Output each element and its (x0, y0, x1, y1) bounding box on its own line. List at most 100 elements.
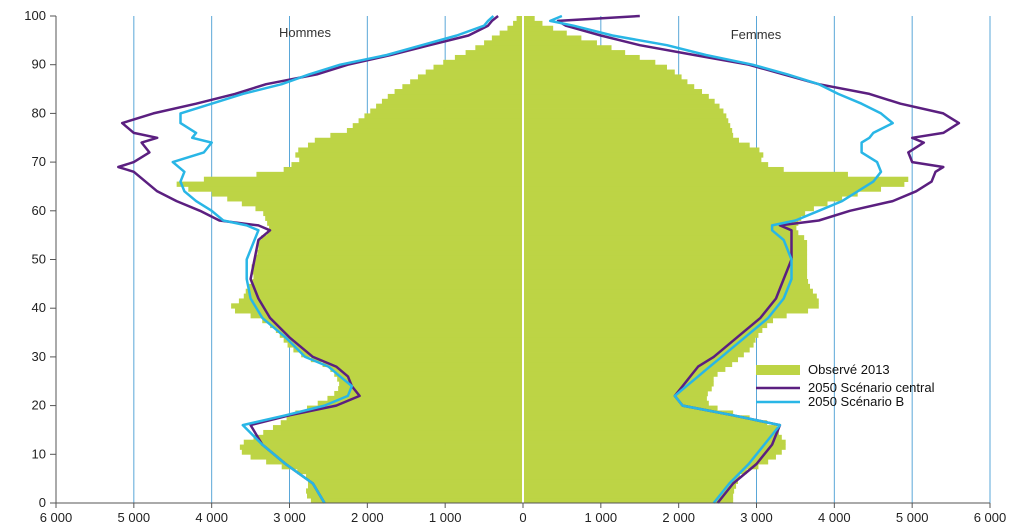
observed-bar-hommes-15 (272, 425, 523, 431)
x-tick-label-1: 5 000 (118, 510, 151, 525)
observed-bar-hommes-81 (376, 103, 523, 109)
observed-bar-hommes-47 (251, 269, 523, 275)
observed-bar-femmes-31 (523, 347, 750, 353)
observed-bar-femmes-24 (523, 381, 714, 387)
observed-bar-femmes-34 (523, 332, 759, 338)
observed-bar-femmes-70 (523, 157, 762, 163)
observed-bar-hommes-4 (307, 478, 523, 484)
observed-bar-femmes-96 (523, 30, 567, 36)
y-tick-label-8: 80 (32, 105, 46, 120)
observed-bar-hommes-42 (243, 293, 523, 299)
y-tick-label-5: 50 (32, 252, 46, 267)
observed-bar-femmes-67 (523, 171, 848, 178)
line-scenario-b-hommes (171, 15, 495, 504)
observed-bar-femmes-0 (523, 498, 734, 504)
observed-bar-hommes-78 (358, 118, 523, 124)
observed-bar-femmes-37 (523, 317, 774, 324)
observed-bar-femmes-73 (523, 142, 750, 148)
observed-bar-hommes-84 (394, 89, 523, 95)
observed-bar-femmes-4 (523, 478, 739, 484)
observed-bar-femmes-94 (523, 40, 597, 46)
observed-bar-hommes-58 (265, 215, 523, 221)
observed-bar-femmes-54 (523, 235, 805, 241)
observed-bar-hommes-62 (227, 196, 523, 202)
observed-bar-femmes-25 (523, 376, 714, 382)
observed-bar-hommes-94 (484, 40, 523, 46)
observed-bar-hommes-72 (298, 147, 523, 153)
observed-bar-femmes-99 (523, 16, 535, 22)
y-tick-label-10: 100 (24, 8, 46, 23)
observed-bar-hommes-52 (258, 244, 523, 251)
observed-bar-hommes-69 (291, 162, 523, 168)
observed-bar-femmes-14 (523, 429, 779, 436)
observed-bar-hommes-23 (338, 386, 523, 392)
observed-bar-femmes-20 (523, 400, 709, 406)
side-label-hommes: Hommes (279, 25, 332, 40)
observed-bar-hommes-33 (283, 337, 523, 343)
observed-bar-femmes-1 (523, 493, 734, 499)
observed-bar-femmes-38 (523, 313, 787, 319)
observed-bar-hommes-34 (279, 332, 523, 338)
observed-bar-femmes-35 (523, 327, 763, 333)
observed-bar-femmes-65 (523, 181, 905, 187)
observed-bar-femmes-97 (523, 25, 554, 32)
observed-bar-hommes-7 (281, 464, 523, 470)
observed-bar-femmes-39 (523, 308, 809, 314)
observed-bar-femmes-81 (523, 103, 720, 109)
observed-bar-hommes-64 (188, 186, 524, 192)
x-tick-label-0: 6 000 (40, 510, 73, 525)
observed-bar-femmes-57 (523, 220, 799, 226)
observed-bar-hommes-3 (307, 483, 523, 489)
observed-bar-hommes-76 (346, 128, 523, 134)
legend-label-observed: Observé 2013 (808, 362, 890, 377)
observed-bar-hommes-87 (417, 74, 523, 80)
observed-bar-femmes-58 (523, 215, 802, 221)
x-tick-label-9: 3 000 (740, 510, 773, 525)
observed-bar-hommes-51 (257, 249, 523, 256)
observed-bar-femmes-28 (523, 361, 733, 368)
observed-bar-femmes-92 (523, 50, 626, 56)
observed-bar-femmes-17 (523, 415, 750, 421)
observed-bar-femmes-30 (523, 352, 744, 358)
observed-bar-hommes-97 (507, 25, 523, 32)
observed-bar-femmes-45 (523, 278, 809, 285)
observed-bar-femmes-12 (523, 439, 786, 445)
y-tick-label-3: 30 (32, 349, 46, 364)
observed-bar-hommes-74 (314, 137, 523, 144)
x-tick-label-5: 1 000 (429, 510, 462, 525)
observed-bar-femmes-82 (523, 98, 715, 105)
observed-bar-hommes-13 (253, 434, 524, 441)
observed-bar-hommes-16 (280, 420, 523, 426)
observed-bar-hommes-20 (317, 400, 523, 406)
observed-bar-hommes-41 (238, 298, 524, 304)
observed-bar-hommes-12 (243, 439, 523, 445)
observed-bar-hommes-86 (410, 79, 523, 85)
observed-bar-hommes-14 (263, 429, 523, 436)
observed-bar-femmes-10 (523, 449, 782, 455)
scenario-lines (117, 14, 961, 504)
observed-bar-hommes-24 (339, 381, 523, 387)
observed-bar-femmes-90 (523, 59, 656, 66)
observed-bar-hommes-49 (253, 259, 524, 265)
observed-bar-femmes-41 (523, 298, 819, 304)
observed-bar-femmes-44 (523, 283, 811, 290)
x-tick-label-3: 3 000 (273, 510, 306, 525)
observed-bar-hommes-19 (307, 405, 523, 411)
observed-bar-femmes-7 (523, 464, 759, 470)
observed-bar-femmes-86 (523, 79, 688, 85)
observed-bar-hommes-98 (513, 20, 523, 27)
observed-bar-hommes-91 (454, 54, 523, 61)
x-tick-label-12: 6 000 (974, 510, 1007, 525)
observed-bar-hommes-5 (306, 473, 523, 480)
observed-bar-hommes-63 (211, 191, 523, 197)
observed-bar-femmes-26 (523, 371, 718, 377)
observed-bar-hommes-40 (231, 303, 523, 309)
observed-bar-hommes-90 (443, 59, 523, 66)
observed-bar-hommes-30 (301, 352, 523, 358)
legend-swatch-observed (756, 365, 800, 375)
observed-bar-hommes-65 (176, 181, 523, 187)
legend-label-scenario-b: 2050 Scénario B (808, 394, 904, 409)
observed-bar-femmes-5 (523, 473, 740, 480)
observed-bar-femmes-69 (523, 162, 769, 168)
